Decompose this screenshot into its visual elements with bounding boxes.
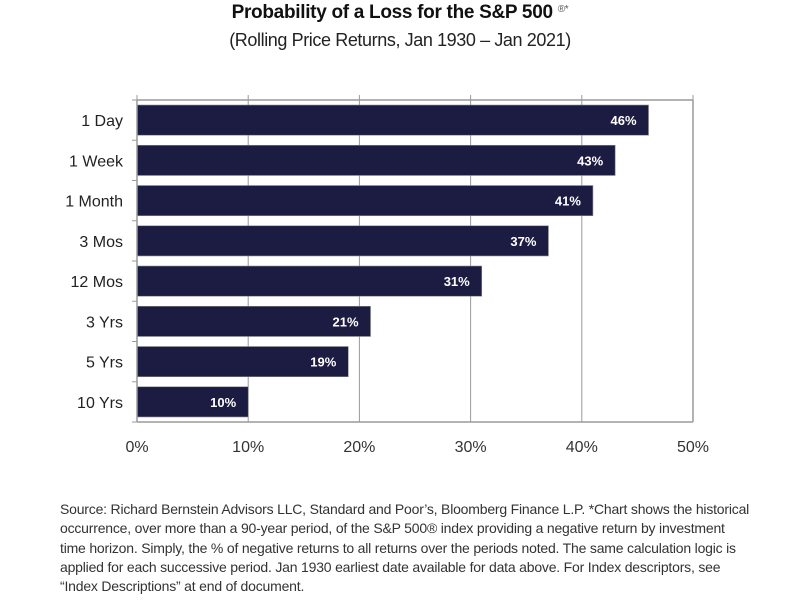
bar [136,265,483,297]
bar [136,386,249,418]
x-tick-label: 50% [677,439,709,456]
data-label: 46% [610,113,636,128]
data-label: 41% [555,194,581,209]
bar [136,305,371,337]
x-tick-label: 40% [566,439,598,456]
bar [136,144,616,176]
plot-frame [132,99,694,423]
chart-subtitle: (Rolling Price Returns, Jan 1930 – Jan 2… [229,30,571,50]
x-tick-label: 30% [455,439,487,456]
x-tick-label: 0% [125,439,148,456]
data-label: 31% [444,274,470,289]
data-labels: 46% 43% 41% 37% 31% 21% 19% 10% [210,113,637,410]
category-label: 10 Yrs [77,395,123,412]
category-label: 1 Month [65,194,123,211]
data-label: 21% [332,314,358,329]
category-labels: 1 Day 1 Week 1 Month 3 Mos 12 Mos 3 Yrs 5 Yrs 1… [65,113,124,412]
footnote-text: Source: Richard Bernstein Advisors LLC, … [60,501,750,595]
category-label: 12 Mos [71,274,123,291]
category-label: 3 Yrs [86,314,123,331]
data-label: 37% [510,234,536,249]
chart-title-suffix: ®* [557,4,569,15]
bar [136,346,349,378]
bar [136,225,549,257]
bars [136,104,649,418]
category-label: 5 Yrs [86,355,123,372]
x-tick-labels: 0% 10% 20% 30% 40% 50% [125,439,709,456]
chart-title: Probability of a Loss for the S&P 500 ®* [0,2,800,24]
bar [136,185,594,217]
x-tick-label: 10% [232,439,264,456]
data-label: 10% [210,395,236,410]
chart-title-text: Probability of a Loss for the S&P 500 [231,2,553,23]
category-label: 3 Mos [79,234,123,251]
x-tick-label: 20% [343,439,375,456]
category-label: 1 Day [81,113,123,130]
bar [136,104,649,136]
data-label: 19% [310,355,336,370]
bar-chart: 1 Day 1 Week 1 Month 3 Mos 12 Mos 3 Yrs 5 Yrs 1… [65,95,709,456]
source-footnote: Source: Richard Bernstein Advisors LLC, … [60,500,750,596]
data-label: 43% [577,153,603,168]
category-label: 1 Week [69,153,124,170]
